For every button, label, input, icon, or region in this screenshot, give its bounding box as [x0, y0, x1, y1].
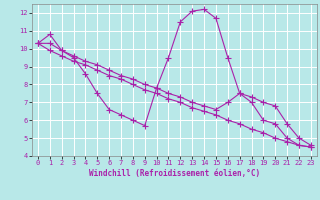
X-axis label: Windchill (Refroidissement éolien,°C): Windchill (Refroidissement éolien,°C)	[89, 169, 260, 178]
